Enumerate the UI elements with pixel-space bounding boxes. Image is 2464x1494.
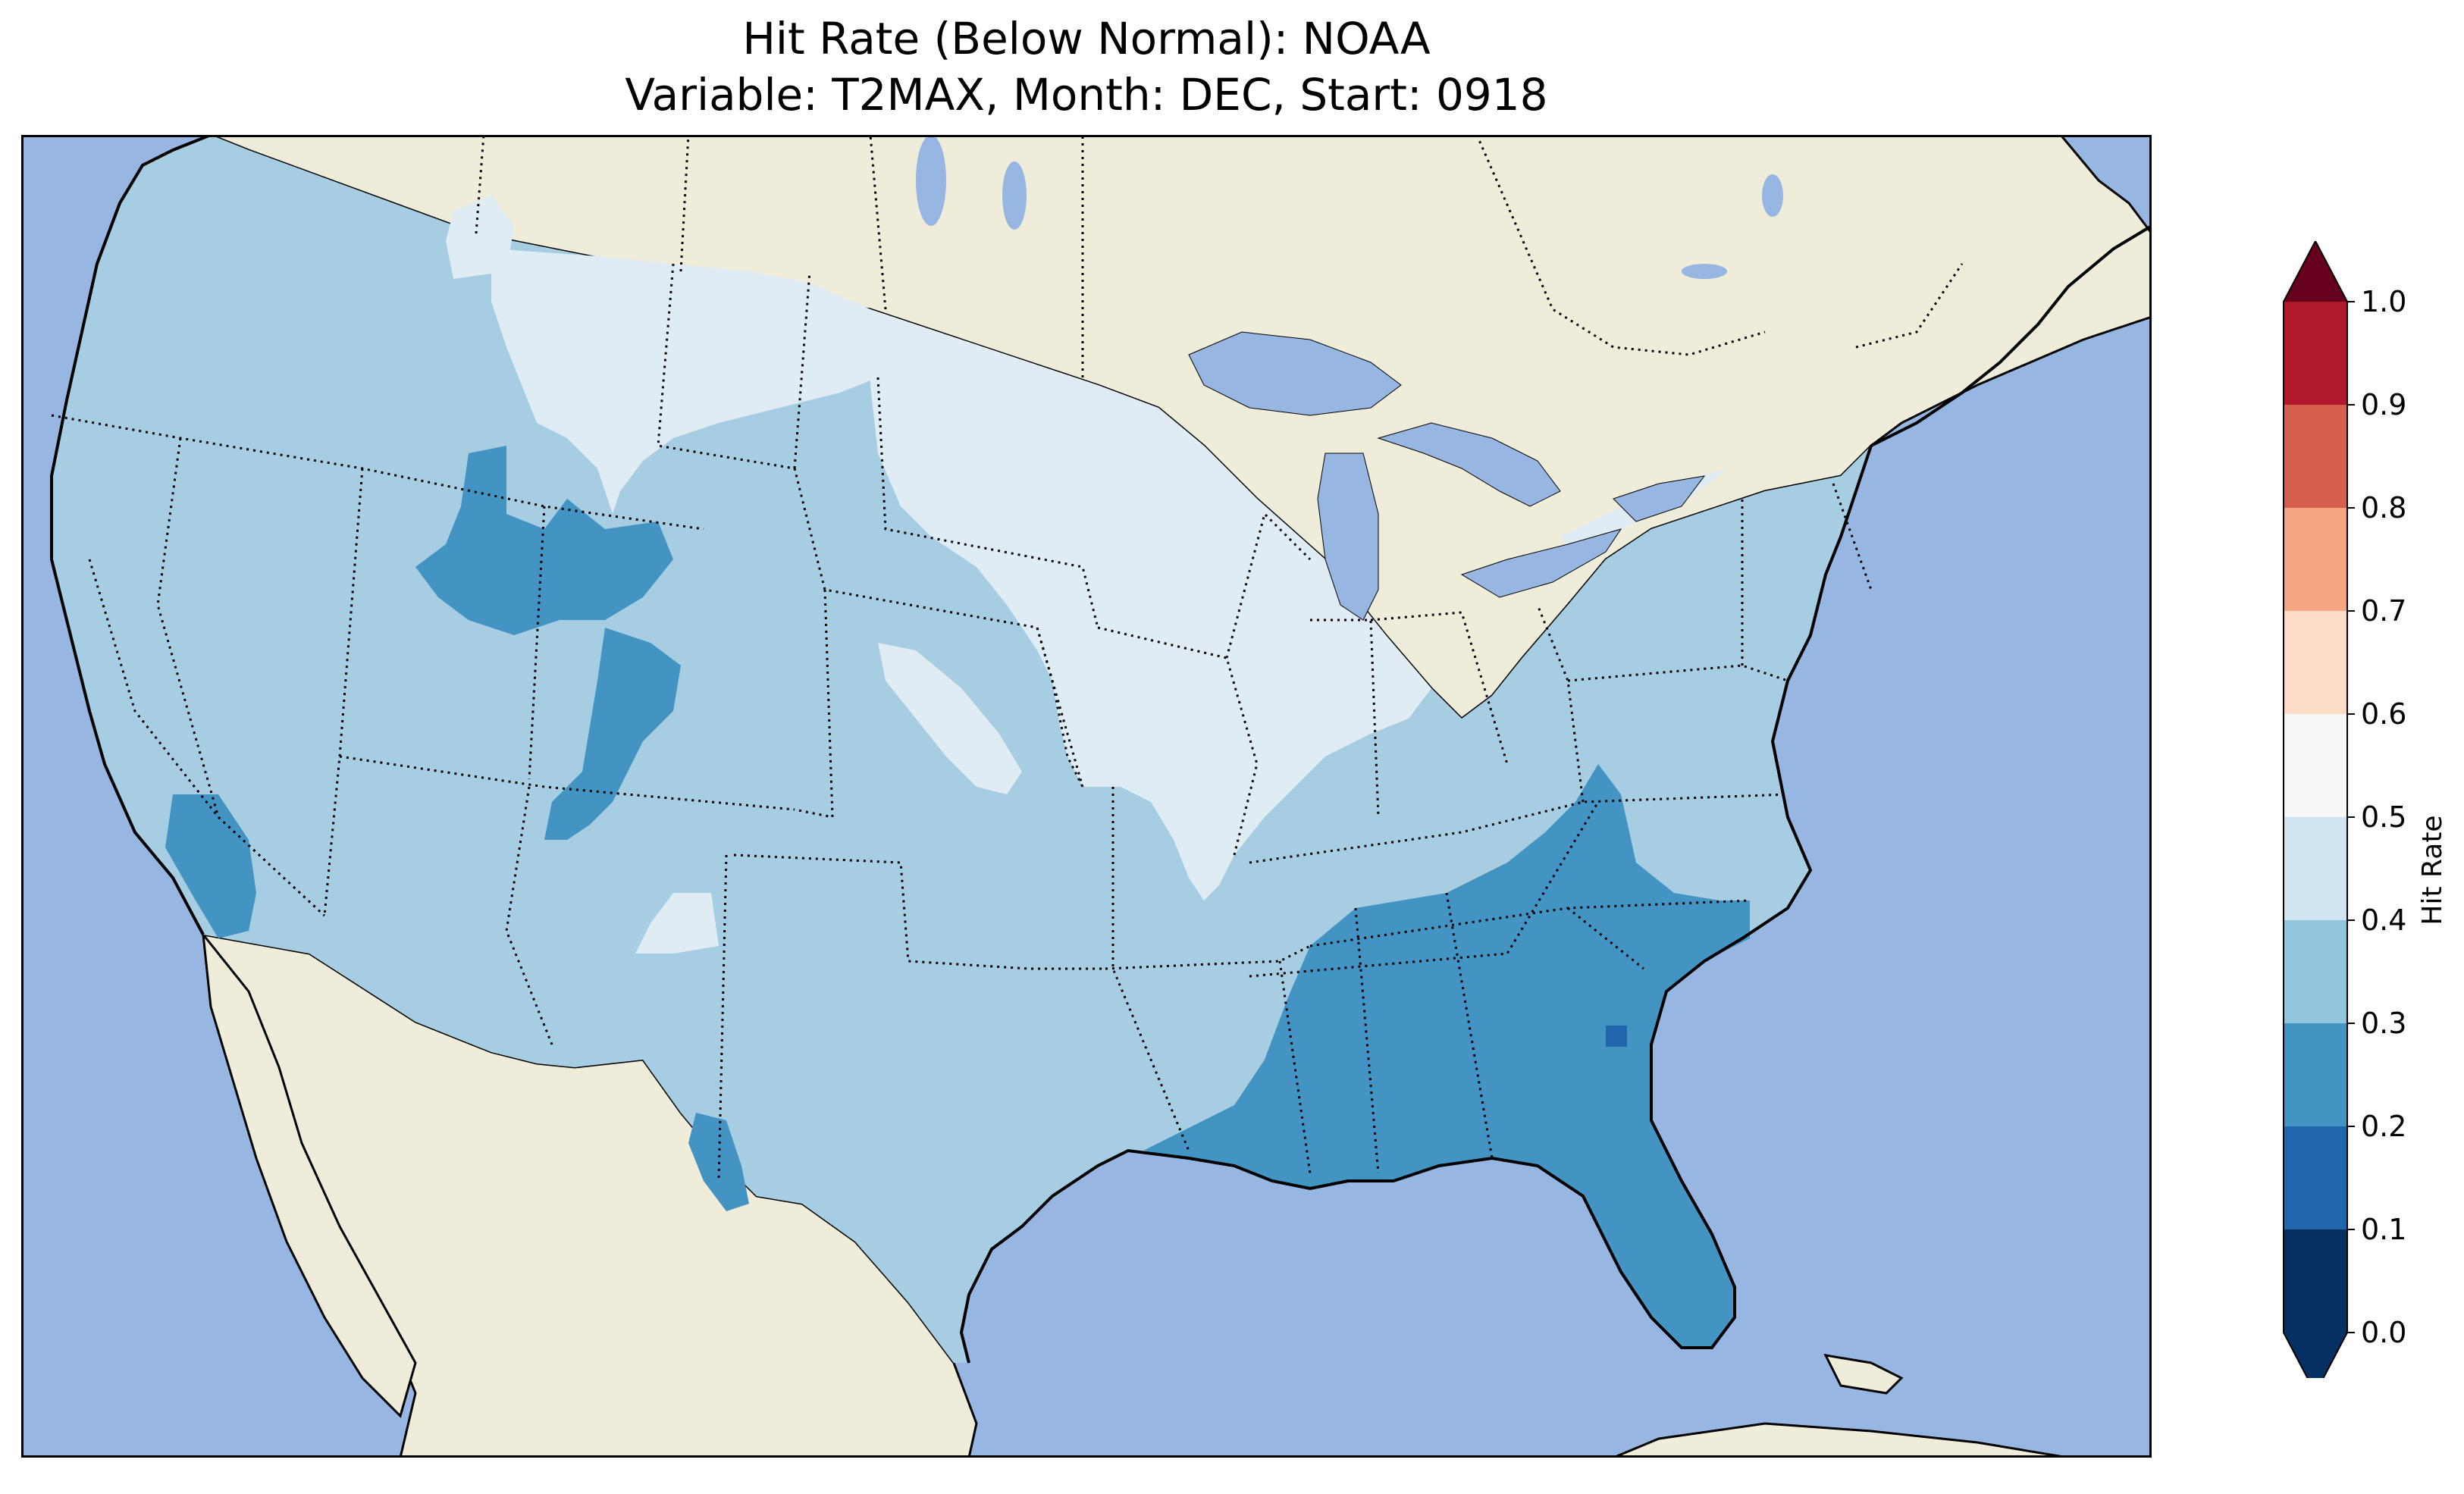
colorbar-segment: [2284, 920, 2347, 1023]
colorbar-tick-label: 0.5: [2361, 800, 2406, 834]
colorbar-tick-label: 0.4: [2361, 904, 2406, 937]
colorbar-ticks: 0.0 0.1 0.2 0.3 0.4 0.5 0.6 0.7 0.8 0.9 1.0: [2347, 285, 2406, 1349]
baja-california: [201, 931, 417, 1418]
colorbar-extend-over: [2284, 241, 2347, 302]
colorbar-segment: [2284, 1229, 2347, 1333]
colorbar-tick-label: 1.0: [2361, 285, 2406, 318]
colorbar-segment: [2284, 714, 2347, 817]
colorbar-tick-label: 0.1: [2361, 1213, 2406, 1246]
colorbar-segment: [2284, 405, 2347, 508]
colorbar: 0.0 0.1 0.2 0.3 0.4 0.5 0.6 0.7 0.8 0.9 1.0 Hit Ra…: [2283, 241, 2448, 1378]
colorbar-tick-label: 0.2: [2361, 1110, 2406, 1143]
south-coast-land: [1613, 1422, 2069, 1458]
colorbar-label: Hit Rate: [2417, 815, 2448, 925]
colorbar-tick-label: 0.6: [2361, 697, 2406, 731]
colorbar-segment: [2284, 611, 2347, 714]
state-borders: [51, 263, 1873, 1182]
map-frame: [21, 135, 2152, 1458]
canada-borders: [475, 135, 1964, 377]
region-0.4-0.5: [446, 196, 1727, 954]
region-0.2-0.3: [165, 446, 1750, 1348]
gulf-coastline: [959, 445, 1873, 1364]
chart-title-line2: Variable: T2MAX, Month: DEC, Start: 0918: [625, 69, 1548, 121]
colorbar-segment: [2284, 1023, 2347, 1126]
colorbar-tick-label: 0.0: [2361, 1316, 2406, 1349]
us-hit-rate-map: [21, 135, 2152, 1458]
colorbar-segments: [2283, 241, 2348, 1378]
us-coastline: [50, 135, 212, 935]
great-lakes: [1188, 331, 1706, 621]
canada-lakes: [916, 135, 1783, 279]
colorbar-tick-label: 0.3: [2361, 1007, 2406, 1040]
colorbar-tick-label: 0.7: [2361, 594, 2406, 628]
colorbar-extend-under: [2284, 1333, 2347, 1378]
chart-title-line1: Hit Rate (Below Normal): NOAA: [742, 13, 1431, 64]
northeast-coastline: [1870, 224, 2152, 447]
colorbar-tick-label: 0.8: [2361, 491, 2406, 525]
region-0.1-0.2: [1606, 1026, 1627, 1047]
colorbar-segment: [2284, 302, 2347, 405]
colorbar-segment: [2284, 508, 2347, 611]
bahamas-cuba: [1823, 1354, 1904, 1395]
colorbar-tick-label: 0.9: [2361, 388, 2406, 421]
colorbar-segment: [2284, 817, 2347, 920]
colorbar-segment: [2284, 1126, 2347, 1229]
